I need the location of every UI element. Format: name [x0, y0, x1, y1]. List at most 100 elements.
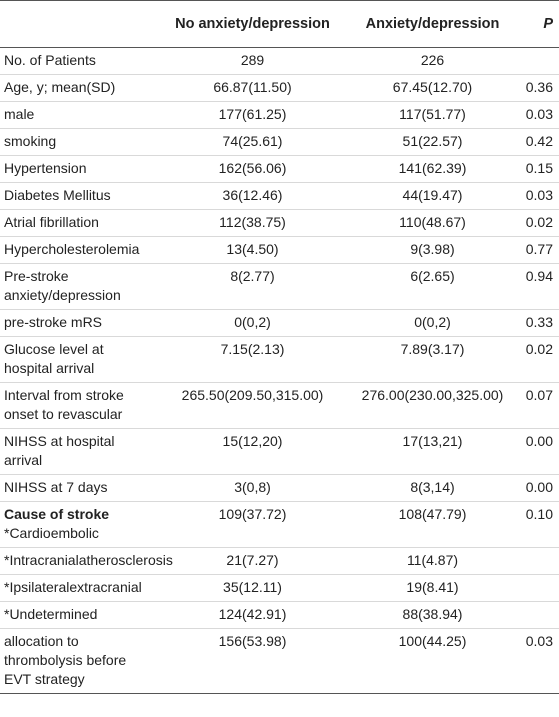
anxiety-value: 108(47.79) [350, 501, 515, 548]
row-label: male [0, 101, 155, 129]
no-anxiety-value: 21(7.27) [155, 547, 350, 575]
p-value: 0.03 [515, 101, 559, 129]
table-row: allocation to thrombolysis before EVT stra… [0, 628, 559, 694]
table-row: Glucose level at hospital arrival 7.15(2.1… [0, 336, 559, 383]
no-anxiety-value: 7.15(2.13) [155, 336, 350, 383]
table-row: Age, y; mean(SD) 66.87(11.50) 67.45(12.70)… [0, 74, 559, 102]
row-label-line: thrombolysis before [4, 652, 127, 668]
p-value: 0.02 [515, 209, 559, 237]
p-value [515, 47, 559, 75]
row-label: NIHSS at hospital arrival [0, 428, 155, 475]
row-label-line: Interval from stroke [4, 387, 124, 403]
table-row: smoking 74(25.61) 51(22.57) 0.42 [0, 128, 559, 156]
anxiety-value: 9(3.98) [350, 236, 515, 264]
p-value [515, 601, 559, 629]
row-label-line: allocation to [4, 633, 79, 649]
no-anxiety-value: 0(0,2) [155, 309, 350, 337]
anxiety-value: 100(44.25) [350, 628, 515, 694]
table-row: Cause of stroke *Cardioembolic 109(37.72) 1… [0, 501, 559, 548]
table-header-row: No anxiety/depression Anxiety/depression… [0, 0, 559, 48]
row-label: pre-stroke mRS [0, 309, 155, 337]
patient-characteristics-table: No anxiety/depression Anxiety/depression… [0, 0, 559, 694]
anxiety-value: 44(19.47) [350, 182, 515, 210]
row-label: smoking [0, 128, 155, 156]
table-row: Pre-stroke anxiety/depression 8(2.77) 6(2.6… [0, 263, 559, 310]
p-value: 0.33 [515, 309, 559, 337]
row-label-heading: Cause of stroke [4, 506, 110, 522]
no-anxiety-value: 177(61.25) [155, 101, 350, 129]
p-value: 0.00 [515, 428, 559, 475]
table-row: NIHSS at hospital arrival 15(12,20) 17(13,2… [0, 428, 559, 475]
anxiety-value: 141(62.39) [350, 155, 515, 183]
no-anxiety-value: 3(0,8) [155, 474, 350, 502]
p-value: 0.36 [515, 74, 559, 102]
p-value: 0.94 [515, 263, 559, 310]
p-value: 0.00 [515, 474, 559, 502]
row-label-line: arrival [4, 452, 43, 468]
table-row: Hypercholesterolemia 13(4.50) 9(3.98) 0.77 [0, 236, 559, 264]
row-label: Glucose level at hospital arrival [0, 336, 155, 383]
row-label-line: EVT strategy [4, 671, 85, 687]
anxiety-value: 11(4.87) [350, 547, 515, 575]
row-label: *Undetermined [0, 601, 155, 629]
no-anxiety-value: 15(12,20) [155, 428, 350, 475]
no-anxiety-value: 66.87(11.50) [155, 74, 350, 102]
row-label: *Intracranialatherosclerosis [0, 547, 173, 575]
p-value: 0.07 [515, 382, 559, 429]
no-anxiety-value: 112(38.75) [155, 209, 350, 237]
row-label: Diabetes Mellitus [0, 182, 155, 210]
row-label-line: onset to revascular [4, 406, 123, 422]
anxiety-value: 19(8.41) [350, 574, 515, 602]
row-label-sub: *Cardioembolic [4, 525, 99, 541]
no-anxiety-value: 156(53.98) [155, 628, 350, 694]
row-label: allocation to thrombolysis before EVT stra… [0, 628, 155, 694]
table-row: pre-stroke mRS 0(0,2) 0(0,2) 0.33 [0, 309, 559, 337]
row-label-line: hospital arrival [4, 360, 95, 376]
row-label-line: Glucose level at [4, 341, 104, 357]
row-label: No. of Patients [0, 47, 155, 75]
table-row: Diabetes Mellitus 36(12.46) 44(19.47) 0.03 [0, 182, 559, 210]
row-label: Hypertension [0, 155, 155, 183]
no-anxiety-value: 8(2.77) [155, 263, 350, 310]
no-anxiety-value: 109(37.72) [155, 501, 350, 548]
row-label: Atrial fibrillation [0, 209, 155, 237]
table-row: *Undetermined 124(42.91) 88(38.94) [0, 601, 559, 629]
no-anxiety-value: 265.50(209.50,315.00) [155, 382, 350, 429]
anxiety-value: 8(3,14) [350, 474, 515, 502]
anxiety-value: 67.45(12.70) [350, 74, 515, 102]
row-label: Pre-stroke anxiety/depression [0, 263, 155, 310]
anxiety-value: 6(2.65) [350, 263, 515, 310]
anxiety-value: 51(22.57) [350, 128, 515, 156]
header-anxiety-depression: Anxiety/depression [350, 0, 515, 48]
p-value [515, 574, 559, 602]
row-label: *Ipsilateralextracranial [0, 574, 155, 602]
table-row: Hypertension 162(56.06) 141(62.39) 0.15 [0, 155, 559, 183]
p-value: 0.03 [515, 182, 559, 210]
p-value: 0.02 [515, 336, 559, 383]
table-body: No. of Patients 289 226 Age, y; mean(SD) 66.… [0, 47, 559, 694]
anxiety-value: 0(0,2) [350, 309, 515, 337]
row-label: Interval from stroke onset to revascular [0, 382, 155, 429]
p-value: 0.42 [515, 128, 559, 156]
table-row: NIHSS at 7 days 3(0,8) 8(3,14) 0.00 [0, 474, 559, 502]
anxiety-value: 7.89(3.17) [350, 336, 515, 383]
row-label: Age, y; mean(SD) [0, 74, 155, 102]
no-anxiety-value: 74(25.61) [155, 128, 350, 156]
header-variable [0, 0, 155, 48]
anxiety-value: 226 [350, 47, 515, 75]
no-anxiety-value: 36(12.46) [155, 182, 350, 210]
table-row: Atrial fibrillation 112(38.75) 110(48.67) 0… [0, 209, 559, 237]
table-row: *Ipsilateralextracranial 35(12.11) 19(8.41… [0, 574, 559, 602]
p-value: 0.03 [515, 628, 559, 694]
p-value: 0.77 [515, 236, 559, 264]
p-value [515, 547, 559, 575]
no-anxiety-value: 289 [155, 47, 350, 75]
anxiety-value: 110(48.67) [350, 209, 515, 237]
no-anxiety-value: 35(12.11) [155, 574, 350, 602]
row-label: NIHSS at 7 days [0, 474, 155, 502]
table-row: Interval from stroke onset to revascular 2… [0, 382, 559, 429]
row-label: Hypercholesterolemia [0, 236, 155, 264]
row-label: Cause of stroke *Cardioembolic [0, 501, 155, 548]
row-label-line: anxiety/depression [4, 287, 121, 303]
